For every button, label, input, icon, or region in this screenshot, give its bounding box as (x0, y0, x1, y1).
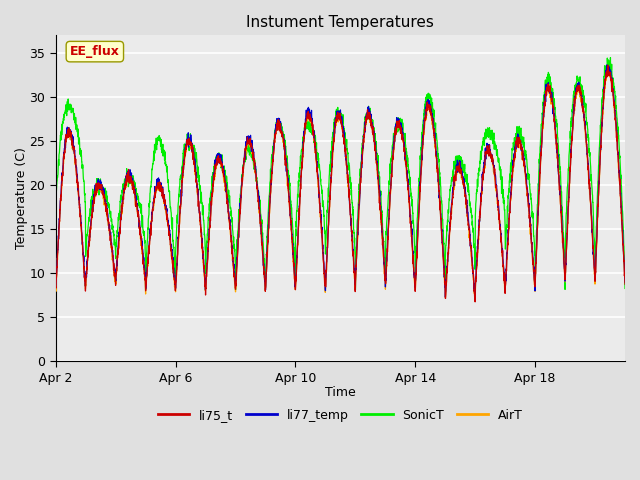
Title: Instument Temperatures: Instument Temperatures (246, 15, 435, 30)
Y-axis label: Temperature (C): Temperature (C) (15, 147, 28, 249)
X-axis label: Time: Time (325, 386, 356, 399)
Legend: li75_t, li77_temp, SonicT, AirT: li75_t, li77_temp, SonicT, AirT (153, 404, 528, 427)
Text: EE_flux: EE_flux (70, 45, 120, 58)
